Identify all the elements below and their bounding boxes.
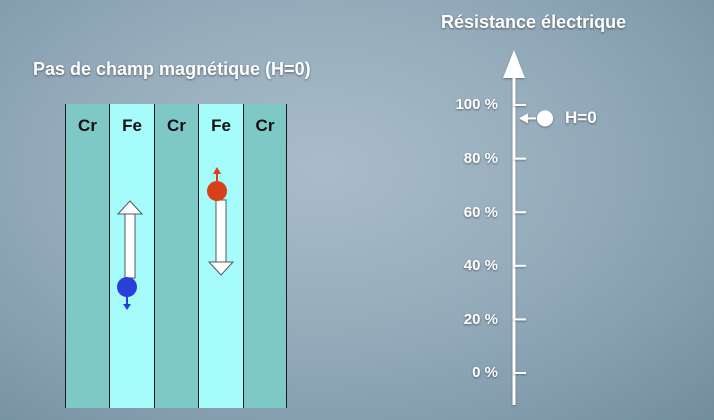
layer-fe-2: Fe	[199, 104, 244, 408]
resistance-axis-title: Résistance électrique	[441, 12, 627, 32]
axis-ticks	[514, 104, 526, 374]
tick-label-40: 40 %	[463, 257, 498, 274]
layer-cr-3: Cr	[244, 104, 286, 408]
layer-cr-1: Cr	[66, 104, 110, 408]
layer-label: Fe	[122, 116, 142, 135]
resistance-axis-line	[503, 50, 525, 405]
tick-label-80: 80 %	[463, 150, 498, 167]
tick-label-0: 0 %	[472, 364, 498, 381]
tick-label-20: 20 %	[463, 311, 498, 328]
tick-label-100: 100 %	[455, 96, 498, 113]
multilayer-stack: Cr Fe Cr Fe Cr	[65, 104, 287, 408]
layer-fe-1: Fe	[110, 104, 155, 408]
layer-cr-2: Cr	[155, 104, 199, 408]
layer-label: Cr	[255, 116, 275, 135]
layer-label: Cr	[167, 116, 186, 135]
layer-label: Fe	[211, 116, 231, 135]
h0-marker-icon	[519, 110, 553, 127]
layer-label: Cr	[78, 116, 97, 135]
tick-label-60: 60 %	[463, 204, 498, 221]
h0-marker-label: H=0	[565, 108, 597, 128]
field-state-title: Pas de champ magnétique (H=0)	[33, 59, 311, 79]
